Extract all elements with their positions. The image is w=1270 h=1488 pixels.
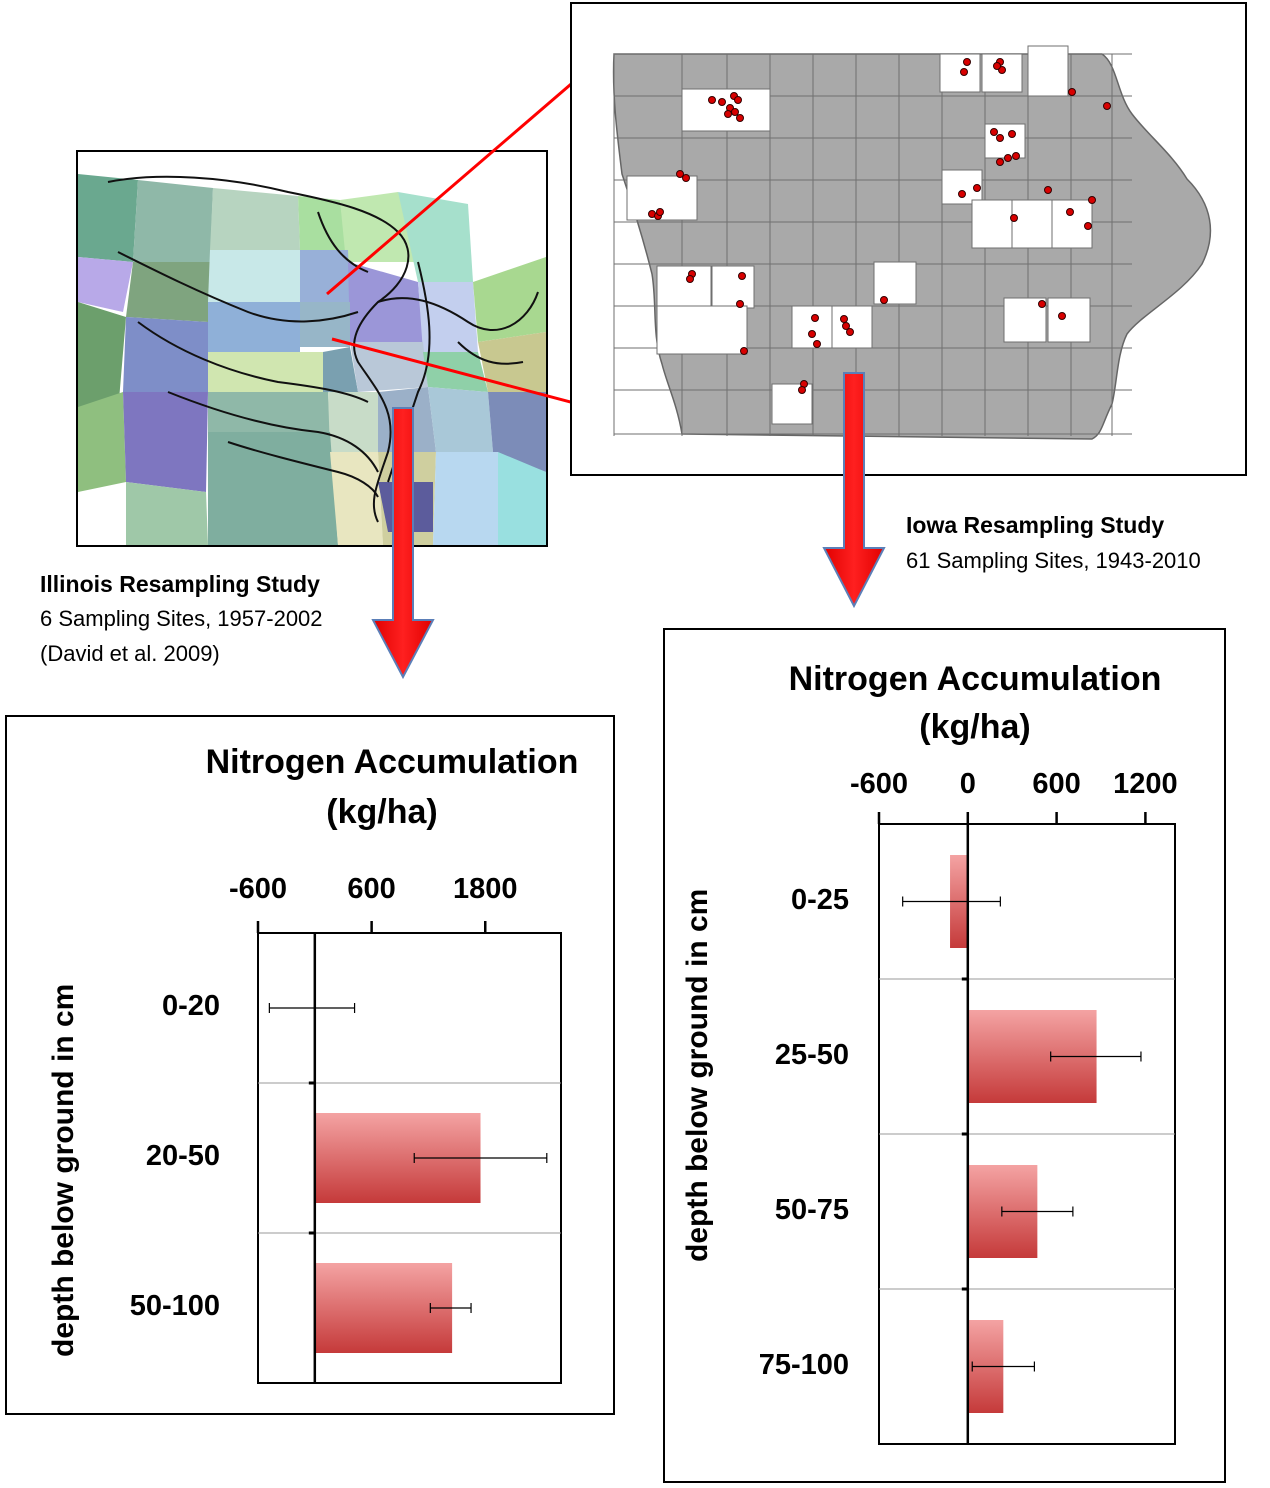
iowa-chart-panel: Nitrogen Accumulation (kg/ha) depth belo… bbox=[663, 628, 1226, 1483]
category-label: 0-25 bbox=[790, 883, 849, 916]
error-bar bbox=[971, 1361, 1035, 1372]
category-label: 0-20 bbox=[161, 990, 220, 1022]
illinois-study-citation: (David et al. 2009) bbox=[40, 641, 220, 666]
category-label: 50-100 bbox=[129, 1290, 220, 1322]
illinois-study-title: Illinois Resampling Study bbox=[40, 571, 320, 597]
category-label: 20-50 bbox=[145, 1140, 220, 1172]
illinois-study-sites: 6 Sampling Sites, 1957-2002 bbox=[40, 606, 323, 631]
x-tick-label: -600 bbox=[228, 873, 288, 905]
illinois-chart-panel: Nitrogen Accumulation (kg/ha) depth belo… bbox=[5, 715, 615, 1415]
error-bar bbox=[429, 1303, 472, 1313]
iowa-arrow bbox=[822, 372, 886, 609]
iowa-map-graphic bbox=[612, 45, 1212, 440]
error-bar bbox=[902, 896, 1001, 907]
bar bbox=[314, 1263, 453, 1353]
error-bar bbox=[1001, 1206, 1074, 1217]
illinois-arrow bbox=[371, 407, 435, 680]
x-tick-label: 0 bbox=[959, 768, 976, 800]
iowa-chart-title-line2: (kg/ha) bbox=[919, 708, 1031, 746]
error-bar bbox=[1050, 1051, 1142, 1062]
iowa-chart-title-line1: Nitrogen Accumulation bbox=[788, 660, 1162, 698]
x-tick-label: -600 bbox=[849, 768, 909, 800]
category-label: 50-75 bbox=[774, 1193, 849, 1226]
iowa-study-sites: 61 Sampling Sites, 1943-2010 bbox=[906, 548, 1201, 573]
iowa-county-map bbox=[570, 2, 1247, 476]
illinois-bar-chart bbox=[256, 921, 562, 1384]
category-label: 25-50 bbox=[774, 1038, 849, 1071]
illinois-chart-title-line1: Nitrogen Accumulation bbox=[205, 743, 579, 781]
error-bar bbox=[268, 1003, 356, 1013]
x-tick-label: 600 bbox=[1032, 768, 1081, 800]
x-tick-label: 600 bbox=[347, 873, 396, 905]
error-bar bbox=[413, 1153, 548, 1163]
illinois-chart-title-line2: (kg/ha) bbox=[326, 793, 438, 831]
x-tick-label: 1200 bbox=[1113, 768, 1178, 800]
plot-area-frame bbox=[257, 932, 562, 1384]
iowa-bar-chart bbox=[877, 812, 1176, 1445]
x-tick-label: 1800 bbox=[452, 873, 518, 905]
iowa-study-title: Iowa Resampling Study bbox=[906, 512, 1165, 538]
category-label: 75-100 bbox=[758, 1348, 849, 1381]
